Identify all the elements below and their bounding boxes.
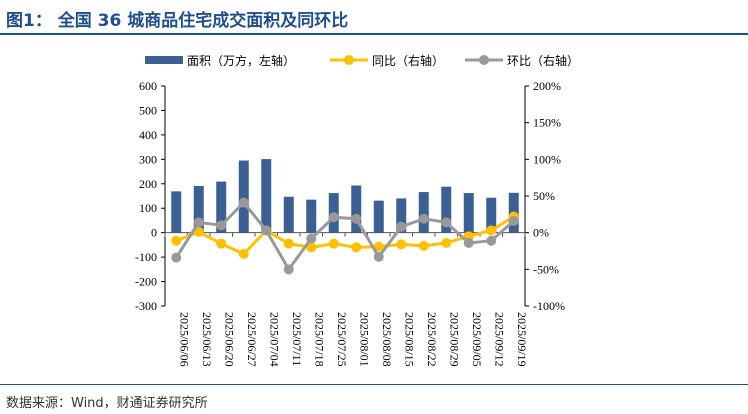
yoy-point	[171, 235, 182, 246]
bar	[441, 186, 452, 233]
x-tick-label: 2025/06/06	[177, 312, 191, 367]
x-tick-label: 2025/08/08	[380, 312, 394, 367]
left-tick-label: 300	[139, 152, 157, 166]
bar	[486, 197, 497, 233]
bar	[418, 192, 429, 233]
mom-line	[174, 200, 515, 273]
bar	[351, 185, 362, 233]
right-tick-label: 200%	[533, 79, 561, 93]
figure-title: 图1： 全国 36 城商品住宅成交面积及同环比	[6, 11, 349, 31]
yoy-point	[418, 240, 429, 251]
source-divider	[0, 384, 748, 385]
mom-point	[238, 197, 249, 208]
x-tick-label: 2025/08/29	[447, 312, 461, 367]
right-tick-label: 100%	[533, 152, 561, 166]
mom-point	[193, 217, 204, 228]
left-tick-label: 200	[139, 177, 157, 191]
left-tick-label: 400	[139, 128, 157, 142]
bar	[171, 191, 182, 233]
right-tick-label: -50%	[533, 262, 559, 276]
x-tick-label: 2025/08/15	[402, 312, 416, 367]
mom-point	[261, 225, 272, 236]
left-tick-label: 500	[139, 103, 157, 117]
mom-point	[283, 264, 294, 275]
bar	[216, 181, 227, 233]
legend-marker	[344, 55, 354, 65]
x-tick-label: 2025/07/18	[312, 312, 326, 367]
x-tick-label: 2025/09/12	[492, 312, 506, 367]
yoy-point	[216, 238, 227, 249]
mom-point	[373, 251, 384, 262]
mom-point	[486, 235, 497, 246]
left-tick-label: -100	[135, 250, 157, 264]
yoy-point	[373, 241, 384, 252]
x-tick-label: 2025/07/04	[267, 312, 281, 367]
mom-point	[396, 221, 407, 232]
bar	[306, 199, 317, 233]
legend-bar-swatch	[145, 56, 183, 64]
x-tick-label: 2025/09/19	[515, 312, 529, 367]
mom-point	[171, 252, 182, 263]
yoy-point	[486, 225, 497, 236]
x-tick-label: 2025/08/01	[357, 312, 371, 367]
bar	[261, 159, 272, 233]
mom-point	[508, 215, 519, 226]
legend-label: 同比（右轴）	[372, 53, 444, 68]
yoy-point	[441, 237, 452, 248]
x-tick-label: 2025/06/20	[222, 312, 236, 367]
legend-label: 面积（万方，左轴）	[187, 53, 295, 68]
x-tick-label: 2025/09/05	[470, 312, 484, 367]
mom-point	[328, 212, 339, 223]
x-tick-label: 2025/08/22	[425, 312, 439, 367]
legend-marker	[479, 55, 489, 65]
yoy-point	[193, 226, 204, 237]
yoy-point	[328, 238, 339, 249]
x-tick-label: 2025/06/13	[200, 312, 214, 367]
bar	[396, 198, 407, 233]
mom-point	[351, 213, 362, 224]
title-divider	[0, 33, 748, 35]
bar	[373, 200, 384, 233]
bar	[238, 160, 249, 233]
right-tick-label: 50%	[533, 189, 555, 203]
yoy-line	[175, 215, 515, 256]
left-tick-label: 600	[139, 79, 157, 93]
x-tick-label: 2025/06/27	[245, 312, 259, 367]
mom-point	[216, 220, 227, 231]
bar	[463, 193, 474, 233]
mom-point	[306, 233, 317, 244]
bar	[193, 185, 204, 233]
source-note: 数据来源：Wind，财通证券研究所	[6, 396, 208, 411]
left-tick-label: -300	[135, 299, 157, 313]
left-tick-label: 100	[139, 201, 157, 215]
legend-label: 环比（右轴）	[507, 53, 579, 68]
bar	[283, 196, 294, 233]
yoy-point	[306, 242, 317, 253]
mom-point	[441, 217, 452, 228]
right-tick-label: -100%	[533, 299, 565, 313]
right-tick-label: 150%	[533, 116, 561, 130]
mom-point	[463, 237, 474, 248]
left-tick-label: -200	[135, 275, 157, 289]
right-tick-label: 0%	[533, 226, 549, 240]
mom-point	[418, 213, 429, 224]
yoy-point	[283, 238, 294, 249]
yoy-point	[238, 248, 249, 259]
left-tick-label: 0	[151, 226, 157, 240]
yoy-point	[351, 242, 362, 253]
yoy-point	[396, 239, 407, 250]
x-tick-label: 2025/07/11	[290, 312, 304, 366]
x-tick-label: 2025/07/25	[335, 312, 349, 367]
